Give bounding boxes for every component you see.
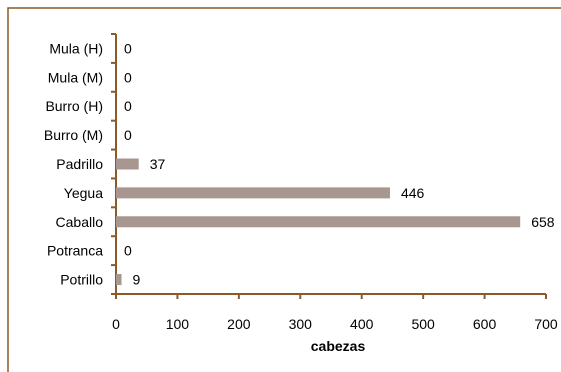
y-category-label: Burro (M) <box>44 127 103 143</box>
data-label: 0 <box>124 98 132 114</box>
data-label: 446 <box>401 185 425 201</box>
data-label: 0 <box>124 243 132 259</box>
x-tick-label: 200 <box>227 316 251 332</box>
x-axis-title: cabezas <box>311 338 366 354</box>
bar <box>116 216 521 228</box>
data-label: 658 <box>531 214 555 230</box>
y-category-label: Padrillo <box>56 156 103 172</box>
x-tick-label: 300 <box>289 316 313 332</box>
y-category-label: Caballo <box>56 214 104 230</box>
plot-area: 0 100 200 300 400 500 600 700 Mula (H) 0 Mula (M) 0… <box>44 33 558 332</box>
y-category-label: Potranca <box>47 243 103 259</box>
bar <box>116 158 139 170</box>
chart-frame <box>7 7 561 372</box>
data-label: 0 <box>124 127 132 143</box>
x-tick-label: 600 <box>473 316 497 332</box>
y-category-label: Potrillo <box>60 272 103 288</box>
y-category-label: Mula (H) <box>49 40 103 56</box>
x-tick-label: 500 <box>411 316 435 332</box>
x-tick-label: 0 <box>112 316 120 332</box>
data-label: 0 <box>124 69 132 85</box>
y-category-label: Mula (M) <box>48 69 103 85</box>
data-label: 0 <box>124 40 132 56</box>
x-tick-label: 400 <box>350 316 374 332</box>
bar <box>116 187 390 199</box>
x-tick-label: 100 <box>166 316 190 332</box>
y-category-label: Yegua <box>64 185 103 201</box>
data-label: 37 <box>150 156 166 172</box>
x-tick-label: 700 <box>534 316 558 332</box>
y-category-label: Burro (H) <box>45 98 103 114</box>
bar <box>116 274 122 286</box>
data-label: 9 <box>133 272 141 288</box>
